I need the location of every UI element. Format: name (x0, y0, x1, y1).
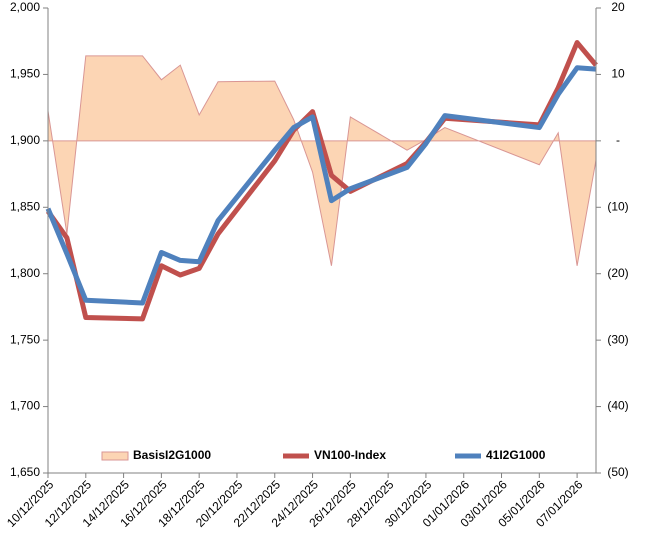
y2-tick-label: (50) (607, 465, 628, 479)
legend-item: VN100-Index (283, 448, 386, 462)
y-tick-label: 1,650 (10, 465, 40, 479)
legend-item: BasisI2G1000 (101, 448, 211, 462)
legend-label: VN100-Index (314, 448, 386, 462)
y2-tick-label: - (616, 133, 620, 147)
legend-swatch (101, 451, 129, 461)
y2-tick-label: 10 (611, 67, 625, 81)
y-tick-label: 1,900 (10, 133, 40, 147)
y-tick-label: 1,700 (10, 399, 40, 413)
y-tick-label: 1,800 (10, 266, 40, 280)
y2-tick-label: (10) (607, 199, 628, 213)
y2-tick-label: 20 (611, 0, 625, 14)
y-tick-label: 1,750 (10, 332, 40, 346)
y2-tick-label: (20) (607, 266, 628, 280)
y2-tick-label: (30) (607, 332, 628, 346)
y2-tick-label: (40) (607, 399, 628, 413)
y-tick-label: 2,000 (10, 0, 40, 14)
line (45, 65, 597, 306)
legend-item: 41I2G1000 (455, 448, 546, 462)
y-tick-label: 1,850 (10, 199, 40, 213)
y-tick-label: 1,950 (10, 67, 40, 81)
legend-label: BasisI2G1000 (133, 448, 211, 462)
legend-label: 41I2G1000 (486, 448, 546, 462)
